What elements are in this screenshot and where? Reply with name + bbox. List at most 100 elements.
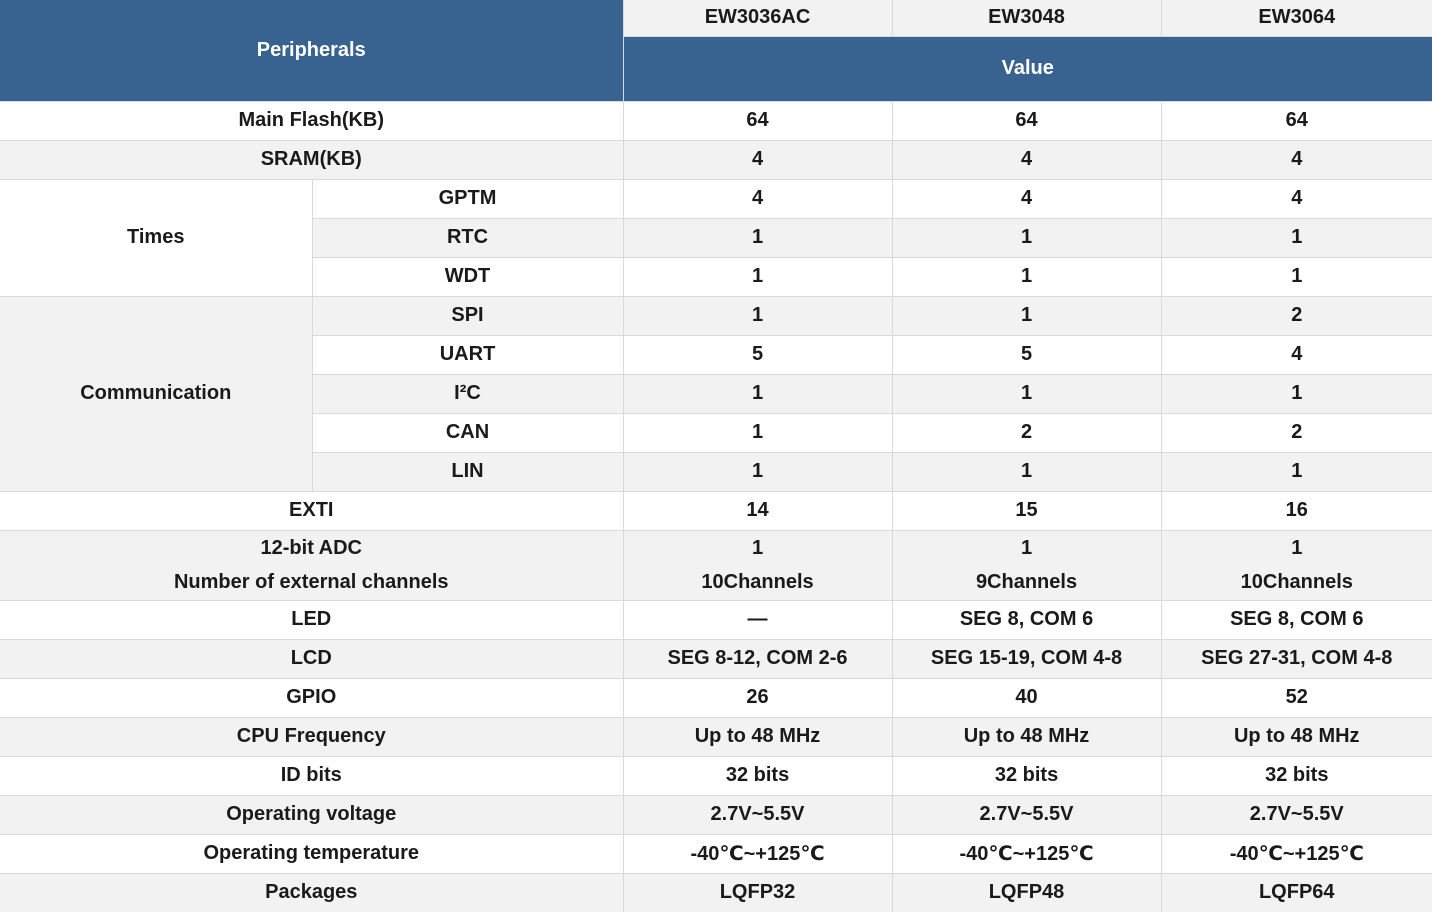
cell-value: 2: [1160, 295, 1432, 336]
table-row-gpio: GPIO 26 40 52: [0, 677, 1432, 718]
table-row-gptm: Times GPTM 4 4 4: [0, 178, 1432, 297]
cell-value: 1: [891, 256, 1162, 297]
cell-value: LQFP48: [891, 872, 1162, 912]
table-row-main-flash: Main Flash(KB) 64 64 64: [0, 100, 1432, 141]
row-label-led: LED: [0, 599, 624, 640]
cell-value: 15: [891, 490, 1162, 531]
cell-value: —: [622, 599, 893, 640]
model-header-row: Peripherals EW3036AC EW3048 EW3064: [0, 0, 1432, 102]
cell-value: 32 bits: [622, 755, 893, 796]
row-sublabel-rtc: RTC: [311, 217, 624, 258]
cell-value: 64: [1160, 100, 1432, 141]
cell-value: 32 bits: [891, 755, 1162, 796]
cell-value: 1: [1160, 451, 1432, 492]
table-row-operating-voltage: Operating voltage 2.7V~5.5V 2.7V~5.5V 2.…: [0, 794, 1432, 835]
cell-value: 1: [1160, 256, 1432, 297]
peripherals-header: Peripherals: [0, 0, 624, 102]
row-label-operating-temperature: Operating temperature: [0, 833, 624, 874]
cell-value: 1: [622, 373, 893, 414]
table-row-rtc: RTC 1 1 1: [0, 217, 1432, 258]
value-header-row: Value: [0, 35, 1432, 102]
value-header: Value: [622, 35, 1432, 102]
table-row-uart: UART 5 5 4: [0, 334, 1432, 375]
cell-value: 1 9Channels: [891, 529, 1162, 601]
table-row-operating-temperature: Operating temperature -40℃~+125℃ -40℃~+1…: [0, 833, 1432, 874]
cell-value-line: 1: [751, 537, 764, 559]
cell-value: 4: [1160, 139, 1432, 180]
table-row-cpu-frequency: CPU Frequency Up to 48 MHz Up to 48 MHz …: [0, 716, 1432, 757]
cell-value: LQFP64: [1160, 872, 1432, 912]
cell-value: 1: [891, 451, 1162, 492]
row-sublabel-wdt: WDT: [311, 256, 624, 297]
row-label-gpio: GPIO: [0, 677, 624, 718]
table-row-id-bits: ID bits 32 bits 32 bits 32 bits: [0, 755, 1432, 796]
table-row-exti: EXTI 14 15 16: [0, 490, 1432, 531]
cell-value: 32 bits: [1160, 755, 1432, 796]
row-sublabel-spi: SPI: [311, 295, 624, 336]
cell-value-line: 10Channels: [1240, 571, 1353, 593]
table-row-led: LED — SEG 8, COM 6 SEG 8, COM 6: [0, 599, 1432, 640]
cell-value: 2: [1160, 412, 1432, 453]
row-label-id-bits: ID bits: [0, 755, 624, 796]
cell-value: Up to 48 MHz: [1160, 716, 1432, 757]
row-label-main-flash: Main Flash(KB): [0, 100, 624, 141]
row-label-sram: SRAM(KB): [0, 139, 624, 180]
group-label-times: Times: [0, 178, 313, 297]
cell-value: -40℃~+125℃: [1160, 833, 1432, 874]
table-row-sram: SRAM(KB) 4 4 4: [0, 139, 1432, 180]
column-header-ew3036ac: EW3036AC: [622, 0, 893, 37]
cell-value: -40℃~+125℃: [891, 833, 1162, 874]
cell-value: 14: [622, 490, 893, 531]
cell-value: 1 10Channels: [1160, 529, 1432, 601]
cell-value: 64: [622, 100, 893, 141]
row-label-line: 12-bit ADC: [260, 537, 362, 559]
cell-value: SEG 15-19, COM 4-8: [891, 638, 1162, 679]
cell-value: 4: [622, 178, 893, 219]
row-label-line: Number of external channels: [173, 571, 449, 593]
cell-value: 4: [1160, 178, 1432, 219]
row-label-cpu-frequency: CPU Frequency: [0, 716, 624, 757]
row-sublabel-can: CAN: [311, 412, 624, 453]
cell-value: -40℃~+125℃: [622, 833, 893, 874]
cell-value: 1: [622, 217, 893, 258]
row-label-exti: EXTI: [0, 490, 624, 531]
cell-value: 4: [622, 139, 893, 180]
table-row-packages: Packages LQFP32 LQFP48 LQFP64: [0, 872, 1432, 912]
cell-value: 1: [622, 451, 893, 492]
cell-value: 1: [622, 295, 893, 336]
cell-value: SEG 27-31, COM 4-8: [1160, 638, 1432, 679]
column-header-ew3048: EW3048: [891, 0, 1162, 37]
table-row-wdt: WDT 1 1 1: [0, 256, 1432, 297]
cell-value: 52: [1160, 677, 1432, 718]
cell-value: 1: [1160, 373, 1432, 414]
cell-value: 2.7V~5.5V: [1160, 794, 1432, 835]
group-label-communication: Communication: [0, 295, 313, 492]
cell-value: 16: [1160, 490, 1432, 531]
cell-value: Up to 48 MHz: [891, 716, 1162, 757]
cell-value: 5: [891, 334, 1162, 375]
cell-value: 26: [622, 677, 893, 718]
row-sublabel-i2c: I²C: [311, 373, 624, 414]
row-label-adc: 12-bit ADC Number of external channels: [0, 529, 624, 601]
row-label-packages: Packages: [0, 872, 624, 912]
cell-value: 2.7V~5.5V: [891, 794, 1162, 835]
cell-value: 1: [1160, 217, 1432, 258]
cell-value: 1: [891, 217, 1162, 258]
cell-value: 4: [891, 178, 1162, 219]
cell-value: 1: [622, 412, 893, 453]
table-row-spi: Communication SPI 1 1 2: [0, 295, 1432, 492]
cell-value: 2.7V~5.5V: [622, 794, 893, 835]
cell-value-line: 1: [1020, 537, 1033, 559]
cell-value-line: 1: [1291, 537, 1303, 559]
table-row-adc: 12-bit ADC Number of external channels 1…: [0, 529, 1432, 601]
cell-value: LQFP32: [622, 872, 893, 912]
cell-value: SEG 8-12, COM 2-6: [622, 638, 893, 679]
cell-value: SEG 8, COM 6: [1160, 599, 1432, 640]
row-sublabel-uart: UART: [311, 334, 624, 375]
row-label-operating-voltage: Operating voltage: [0, 794, 624, 835]
row-label-lcd: LCD: [0, 638, 624, 679]
table-row-i2c: I²C 1 1 1: [0, 373, 1432, 414]
cell-value: Up to 48 MHz: [622, 716, 893, 757]
table-row-lcd: LCD SEG 8-12, COM 2-6 SEG 15-19, COM 4-8…: [0, 638, 1432, 679]
cell-value: SEG 8, COM 6: [891, 599, 1162, 640]
